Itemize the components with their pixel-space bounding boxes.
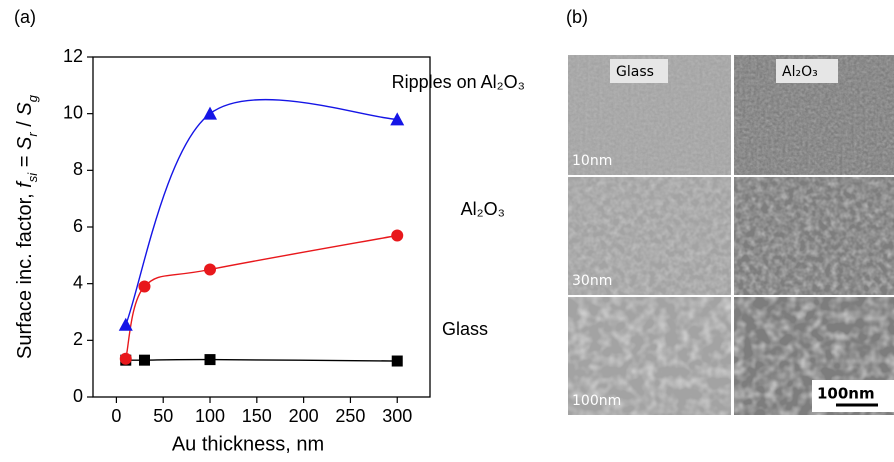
fit-line — [125, 234, 398, 359]
y-label-part: Surface inc. factor, — [14, 188, 36, 359]
y-label-part: f — [14, 180, 36, 188]
x-tick-label: 200 — [289, 406, 319, 426]
y-label-part: S — [14, 102, 36, 116]
column-label-bg — [776, 59, 838, 83]
marker — [203, 106, 218, 120]
row-label: 100nm — [572, 393, 621, 409]
column-label: Glass — [616, 64, 654, 80]
y-tick-label: 2 — [73, 329, 83, 349]
x-tick-label: 300 — [382, 406, 412, 426]
scale-bar-bg — [812, 380, 894, 412]
y-tick-label: 12 — [63, 46, 83, 66]
y-tick-label: 6 — [73, 216, 83, 236]
y-label-part: S — [14, 136, 36, 150]
x-tick-label: 0 — [111, 406, 121, 426]
series-label: Al₂O₃ — [461, 199, 505, 219]
marker — [118, 317, 133, 331]
sem-panel: 10nm 30nm 100nm Glass Al₂O₃ 100nm — [568, 55, 894, 415]
fit-line — [125, 358, 398, 362]
y-label-part: = — [14, 150, 36, 173]
sem-image — [734, 177, 894, 295]
x-axis-label: Au thickness, nm — [172, 433, 324, 455]
y-tick-label: 10 — [63, 102, 83, 122]
y-label-part: / — [14, 116, 36, 133]
marker — [204, 354, 216, 366]
fit-line — [125, 99, 398, 326]
row-label: 10nm — [572, 153, 612, 169]
series-label: Glass — [442, 319, 488, 339]
x-tick-label: 250 — [335, 406, 365, 426]
sem-image — [568, 297, 731, 415]
panel-label: (a) — [14, 7, 36, 27]
row-label: 30nm — [572, 273, 612, 289]
marker — [390, 112, 405, 126]
scale-bar-label: 100nm — [817, 385, 875, 403]
sem-image — [568, 177, 731, 295]
y-label-part: si — [25, 172, 40, 183]
column-label: Al₂O₃ — [782, 64, 818, 80]
x-tick-label: 100 — [195, 406, 225, 426]
marker — [119, 352, 132, 365]
y-axis-label: Surface inc. factor, fsi = Sr / Sg — [14, 94, 40, 359]
marker — [138, 354, 150, 366]
panel-label: (b) — [566, 7, 588, 27]
column-label-bg — [610, 59, 668, 83]
marker — [391, 355, 403, 367]
marker — [138, 280, 151, 293]
plot-frame — [92, 56, 431, 398]
y-tick-label: 0 — [73, 386, 83, 406]
x-tick-label: 50 — [153, 406, 173, 426]
y-label-part: r — [25, 132, 40, 137]
y-tick-label: 4 — [73, 272, 83, 292]
marker — [391, 229, 404, 242]
y-tick-label: 8 — [73, 159, 83, 179]
marker — [204, 263, 217, 276]
y-label-part: g — [25, 94, 40, 102]
plot: 0 50 100 150 200 250 300 0 2 4 6 8 10 12 Glass Al₂O₃ Rip… — [63, 46, 525, 426]
series-label: Ripples on Al₂O₃ — [392, 72, 525, 92]
x-tick-label: 150 — [242, 406, 272, 426]
